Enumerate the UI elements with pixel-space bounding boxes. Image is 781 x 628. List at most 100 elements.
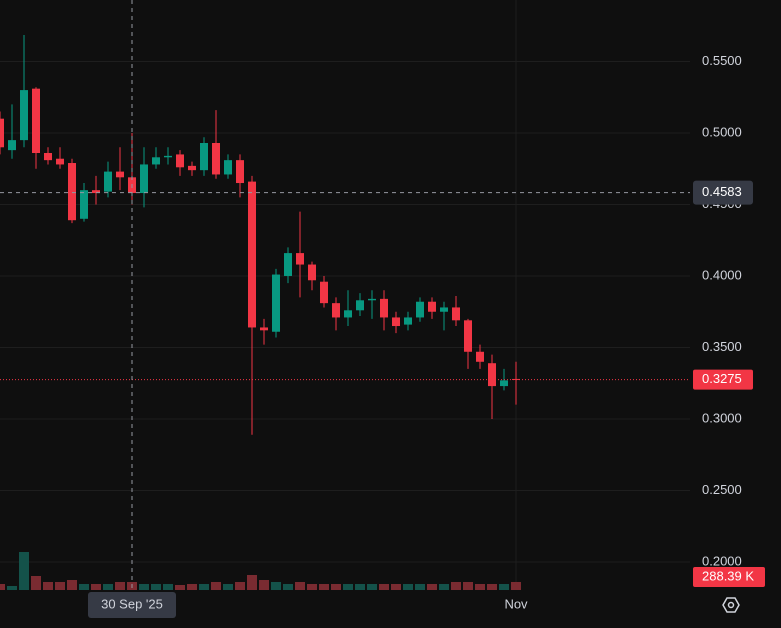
candle-body: [428, 301, 436, 312]
crosshair-date-box: [88, 592, 176, 618]
crosshair-price-label: 0.4583: [702, 184, 742, 199]
y-tick-label: 0.2000: [702, 553, 742, 568]
candle-body: [272, 274, 280, 332]
last-price-box: [693, 369, 753, 390]
volume-bar: [403, 584, 413, 590]
volume-bar: [463, 582, 473, 590]
volume-bar: [295, 582, 305, 590]
candle-body: [224, 160, 232, 175]
volume-bar: [379, 584, 389, 590]
volume-bar: [103, 584, 113, 590]
volume-bar: [79, 584, 89, 590]
settings-icon[interactable]: [722, 597, 740, 613]
y-tick-label: 0.2500: [702, 482, 742, 497]
candle-body: [176, 154, 184, 168]
last-price-label: 0.3275: [702, 371, 742, 386]
candle-body: [488, 363, 496, 387]
settings-hexagon[interactable]: [722, 597, 740, 613]
x-tick-label: Nov: [504, 596, 528, 611]
volume-bar: [235, 582, 245, 590]
volume-bar: [139, 584, 149, 590]
candle-body: [56, 158, 64, 165]
candle-body: [20, 90, 28, 141]
volume-bar: [415, 584, 425, 590]
volume-bar: [0, 584, 5, 590]
volume-bar: [271, 582, 281, 590]
candle-body: [188, 165, 196, 171]
y-tick-label: 0.3500: [702, 339, 742, 354]
candle-body: [476, 351, 484, 362]
candle-body: [200, 142, 208, 171]
candle-body: [92, 190, 100, 194]
candle-body: [68, 163, 76, 221]
volume-bar: [91, 584, 101, 590]
candle-body: [452, 307, 460, 321]
candle-body: [464, 320, 472, 352]
x-tick-label: 30 Sep '25: [101, 596, 163, 611]
volume-bar: [223, 584, 233, 590]
candle-body: [44, 153, 52, 161]
candle-body: [32, 88, 40, 154]
crosshair-price-box: [693, 180, 753, 205]
candle-body: [440, 307, 448, 312]
candle-body: [296, 253, 304, 265]
candle-body: [380, 298, 388, 318]
candle-body: [320, 281, 328, 304]
y-tick-label: 0.5000: [702, 124, 742, 139]
volume-bar: [307, 584, 317, 590]
volume-bar: [487, 584, 497, 590]
candle-body: [248, 181, 256, 328]
volume-bar: [499, 584, 509, 590]
volume-bar: [7, 586, 17, 590]
volume-bar: [31, 576, 41, 590]
y-tick-label: 0.5500: [702, 53, 742, 68]
candle-body: [332, 303, 340, 318]
settings-dot[interactable]: [727, 601, 735, 609]
volume-bar: [55, 582, 65, 590]
volume-bar: [115, 582, 125, 590]
candle-body: [236, 160, 244, 184]
volume-bar: [43, 582, 53, 590]
candle-body: [500, 380, 508, 387]
volume-bar: [355, 584, 365, 590]
volume-label-box: [693, 567, 765, 587]
volume-bar: [199, 584, 209, 590]
candle-body: [164, 155, 172, 158]
volume-bar: [175, 585, 185, 590]
volume-bar: [211, 582, 221, 590]
volume-bar: [391, 584, 401, 590]
volume-bar: [283, 584, 293, 590]
y-tick-label: 0.3000: [702, 410, 742, 425]
candle-body: [80, 190, 88, 219]
volume-label: 288.39 K: [702, 568, 754, 583]
candle-body: [356, 300, 364, 311]
candle-body: [140, 164, 148, 194]
candle-body: [416, 301, 424, 318]
volume-bar: [343, 584, 353, 590]
volume-bar: [19, 552, 29, 590]
volume-bar: [247, 575, 257, 590]
volume-bar: [511, 581, 521, 590]
volume-bar: [259, 580, 269, 590]
candle-body: [404, 317, 412, 325]
candle-body: [212, 142, 220, 175]
volume-bar: [475, 584, 485, 590]
volume-bar: [331, 584, 341, 590]
volume-bar: [151, 584, 161, 590]
candle-body: [116, 171, 124, 178]
candle-body: [152, 157, 160, 165]
volume-bar: [187, 584, 197, 590]
candle-body: [284, 253, 292, 276]
candle-body: [344, 310, 352, 318]
volume-bar: [319, 584, 329, 590]
volume-bar: [427, 584, 437, 590]
candle-body: [392, 317, 400, 327]
candle-body: [260, 327, 268, 331]
candle-body: [0, 118, 4, 148]
volume-bar: [439, 584, 449, 590]
candle-body: [308, 264, 316, 281]
volume-bar: [67, 580, 77, 590]
